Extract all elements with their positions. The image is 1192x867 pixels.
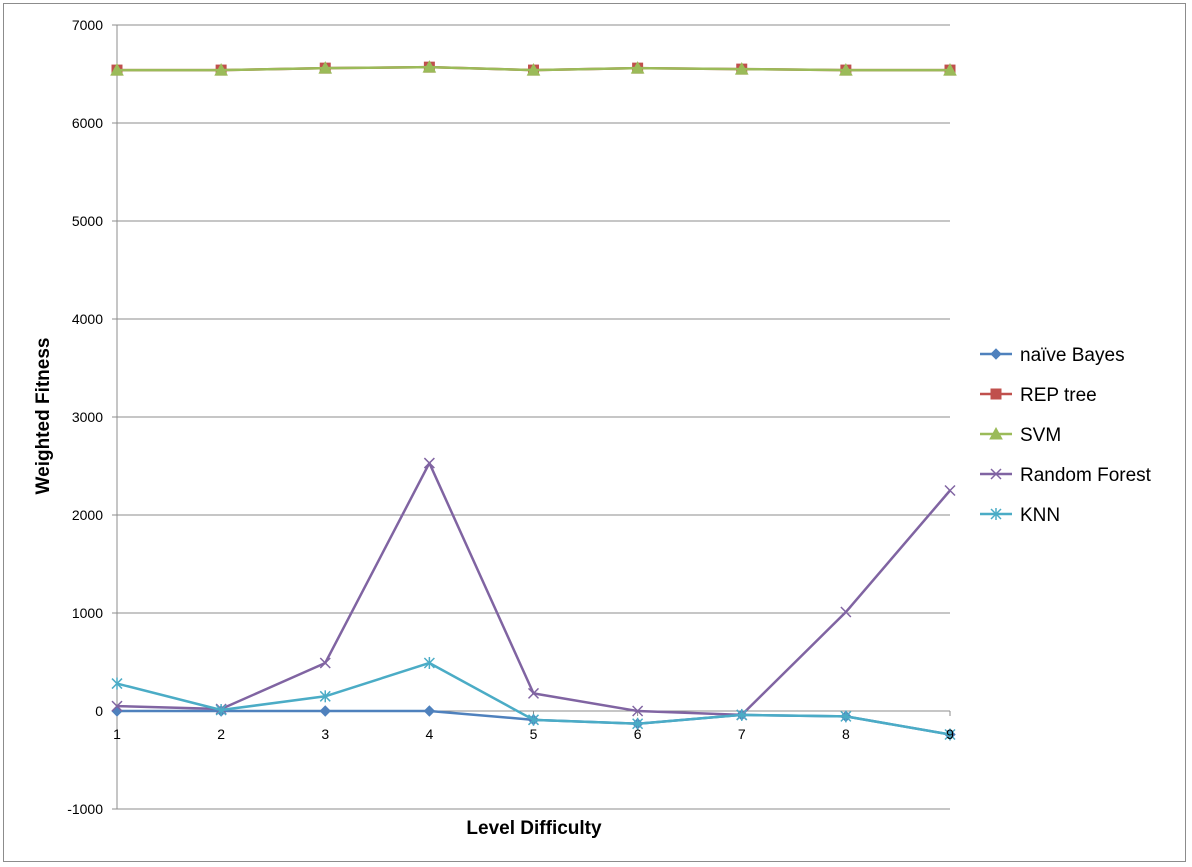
x-tick-label: 4 (425, 726, 433, 742)
series-line (116, 461, 951, 717)
series-2 (110, 60, 957, 76)
y-tick-label: 3000 (72, 409, 103, 425)
data-point (214, 63, 228, 76)
data-point (527, 687, 540, 699)
data-point (423, 457, 435, 469)
data-point (526, 63, 541, 76)
x-tick-label: 7 (738, 726, 746, 742)
x-tick-label: 1 (113, 726, 121, 742)
legend-marker (990, 508, 1002, 520)
x-tick-label: 2 (217, 726, 225, 742)
y-tick-label: 2000 (72, 507, 103, 523)
data-point (423, 656, 435, 669)
data-point (944, 728, 956, 741)
legend-marker (990, 348, 1002, 360)
y-tick-label: 0 (95, 703, 103, 719)
data-point (630, 61, 645, 74)
legend-label: Random Forest (1020, 465, 1152, 486)
y-tick-label: 1000 (72, 605, 103, 621)
data-point (734, 62, 749, 75)
legend-marker (990, 388, 1002, 400)
data-point (215, 704, 227, 717)
legend-label: naïve Bayes (1020, 345, 1125, 366)
data-point (318, 61, 333, 74)
data-point (943, 63, 957, 76)
legend-entry: KNN (980, 505, 1060, 526)
legend-marker (989, 426, 1003, 440)
y-tick-label: 4000 (72, 311, 103, 327)
data-point (840, 606, 852, 618)
data-point (111, 700, 123, 712)
y-axis-title: Weighted Fitness (33, 338, 54, 495)
tick-labels: -1000 0 1000 2000 3000 4000 5000 6000 7000 1 2 3 4 5 6… (67, 17, 954, 817)
legend: naïve Bayes REP tree SVM Random Forest KNN (980, 345, 1152, 526)
y-tick-label: 6000 (72, 115, 103, 131)
x-tick-label: 9 (946, 726, 954, 742)
data-point (319, 705, 331, 717)
data-point (319, 657, 331, 669)
legend-label: REP tree (1020, 385, 1097, 406)
legend-label: KNN (1020, 505, 1060, 526)
legend-entry: naïve Bayes (980, 345, 1125, 366)
legend-marker (990, 468, 1002, 480)
legend-entry: SVM (980, 425, 1061, 446)
x-tick-label: 6 (634, 726, 642, 742)
data-point (632, 717, 644, 730)
data-point (527, 713, 540, 726)
x-tick-label: 3 (321, 726, 329, 742)
x-axis-title: Level Difficulty (466, 818, 602, 839)
data-point (944, 484, 956, 497)
data-point (840, 710, 852, 723)
x-tick-label: 5 (530, 726, 538, 742)
gridlines (117, 24, 950, 810)
chart-frame (3, 3, 1186, 862)
data-point (422, 60, 437, 73)
legend-entry: Random Forest (980, 465, 1152, 486)
series-4 (111, 656, 956, 741)
data-point (319, 690, 331, 703)
y-tick-label: 5000 (72, 213, 103, 229)
y-tick-label: 7000 (72, 17, 103, 33)
data-point (839, 63, 853, 76)
data-point (111, 677, 123, 690)
data-point (111, 705, 123, 717)
series-3 (111, 457, 956, 721)
data-point (632, 705, 644, 717)
data-point (736, 708, 748, 721)
data-point (110, 63, 124, 76)
legend-label: SVM (1020, 425, 1061, 446)
x-tick-label: 8 (842, 726, 850, 742)
series-lines (110, 60, 957, 741)
data-point (423, 705, 436, 717)
legend-entry: REP tree (980, 385, 1097, 406)
y-tick-label: -1000 (67, 801, 103, 817)
